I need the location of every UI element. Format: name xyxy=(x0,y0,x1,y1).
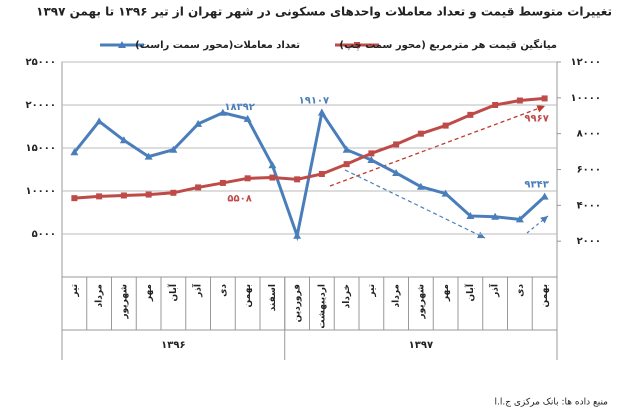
x-tick-label: تیر xyxy=(70,284,80,298)
marker xyxy=(145,191,152,198)
marker xyxy=(393,141,400,148)
x-tick-label: مرداد xyxy=(95,284,105,308)
x-tick-label: دی xyxy=(515,284,525,297)
marker xyxy=(219,179,226,186)
marker xyxy=(318,170,325,177)
x-tick-label: تیر xyxy=(367,284,377,298)
marker xyxy=(342,145,351,153)
y2-tick-label: ۲۰۰۰ xyxy=(577,236,601,247)
data-label: ۹۳۴۳ xyxy=(524,180,548,191)
y-tick-label: ۱۰۰۰۰ xyxy=(25,186,56,197)
marker xyxy=(492,102,499,108)
x-tick-label: آبان xyxy=(464,283,476,301)
y-tick-label: ۵۰۰۰ xyxy=(32,229,56,240)
marker xyxy=(70,148,79,156)
x-tick-label: اردیبهشت xyxy=(317,284,327,329)
y2-tick-label: ۴۰۰۰ xyxy=(577,200,601,211)
x-tick-label: شهریور xyxy=(119,284,129,320)
marker xyxy=(417,130,424,137)
marker xyxy=(368,150,375,157)
data-label: ۱۸۳۹۲ xyxy=(224,102,255,113)
x-tick-label: خرداد xyxy=(342,284,352,308)
x-tick-label: اسفند xyxy=(268,284,278,311)
marker xyxy=(96,193,103,200)
marker xyxy=(95,117,104,125)
marker xyxy=(540,192,549,200)
series-line xyxy=(74,96,545,200)
marker xyxy=(144,152,153,160)
marker xyxy=(416,182,425,190)
y2-tick-label: ۱۲۰۰۰ xyxy=(570,57,601,68)
x-tick-label: آبان xyxy=(167,283,179,301)
y2-tick-label: ۶۰۰۰ xyxy=(577,165,601,176)
marker xyxy=(170,189,177,196)
year-label: ۱۳۹۷ xyxy=(409,340,433,351)
source-note: منبع داده ها: بانک مرکزی ج.ا.ا xyxy=(494,398,608,408)
legend-marker xyxy=(354,42,360,48)
x-tick-label: مرداد xyxy=(392,284,402,308)
data-label: ۵۵۰۸ xyxy=(227,193,251,204)
trend-arrow xyxy=(329,105,546,187)
marker xyxy=(392,168,401,176)
marker xyxy=(268,161,277,169)
marker xyxy=(516,97,523,104)
y-tick-label: ۱۵۰۰۰ xyxy=(25,143,56,154)
marker xyxy=(294,176,301,183)
x-tick-label: مهر xyxy=(441,284,451,302)
marker xyxy=(441,189,450,197)
marker xyxy=(442,122,449,129)
marker xyxy=(243,114,252,122)
x-tick-label: فروردین xyxy=(293,284,303,322)
x-tick-label: آذر xyxy=(192,283,204,298)
x-tick-label: بهمن xyxy=(540,284,550,307)
marker xyxy=(119,136,128,144)
marker xyxy=(491,212,500,220)
marker xyxy=(515,215,524,223)
marker xyxy=(541,95,548,102)
x-tick-label: آذر xyxy=(489,283,501,298)
series-line xyxy=(73,108,546,242)
x-tick-label: دی xyxy=(218,284,228,297)
marker xyxy=(71,195,78,202)
data-label: ۹۹۶۷ xyxy=(524,113,548,124)
marker xyxy=(194,119,203,127)
data-label: ۱۹۱۰۷ xyxy=(299,96,330,107)
y-tick-label: ۲۰۰۰۰ xyxy=(25,100,56,111)
y-tick-label: ۲۵۰۰۰ xyxy=(25,57,56,68)
y2-tick-label: ۸۰۰۰ xyxy=(577,129,601,140)
marker xyxy=(218,108,227,116)
marker xyxy=(367,156,376,164)
chart-title: تغییرات متوسط قیمت و تعداد معاملات واحده… xyxy=(36,5,612,20)
marker xyxy=(467,111,474,118)
legend-label: میانگین قیمت هر مترمربع (محور سمت چپ) xyxy=(339,38,557,51)
legend-label: تعداد معاملات(محور سمت راست) xyxy=(135,40,300,51)
marker xyxy=(244,175,251,182)
y2-tick-label: ۱۰۰۰۰ xyxy=(570,93,601,104)
marker xyxy=(120,192,127,199)
marker xyxy=(269,174,276,181)
trend-arrow xyxy=(344,169,486,239)
x-tick-label: مهر xyxy=(144,284,154,302)
legend-marker xyxy=(118,41,126,48)
marker xyxy=(293,231,302,239)
year-label: ۱۳۹۶ xyxy=(161,340,185,351)
x-tick-label: شهریور xyxy=(416,284,426,320)
marker xyxy=(466,211,475,219)
marker xyxy=(195,184,202,191)
x-tick-label: بهمن xyxy=(243,284,253,307)
trend-arrow xyxy=(526,215,549,234)
marker xyxy=(169,145,178,153)
marker xyxy=(343,161,350,168)
marker xyxy=(317,108,326,116)
